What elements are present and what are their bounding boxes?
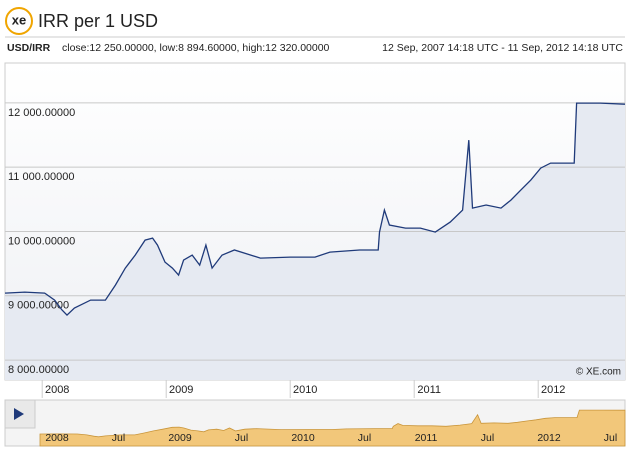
navigator-label: Jul xyxy=(481,432,494,444)
y-tick-label: 8 000.00000 xyxy=(8,364,69,376)
logo: xe xyxy=(12,12,26,27)
title: IRR per 1 USD xyxy=(38,11,158,31)
summary: close:12 250.00000, low:8 894.60000, hig… xyxy=(62,42,330,54)
plot: 8 000.00000 9 000.00000 10 000.00000 11 000… xyxy=(4,102,626,398)
x-tick-label: 2008 xyxy=(45,384,69,396)
navigator-label: 2012 xyxy=(537,432,561,444)
y-tick-label: 10 000.00000 xyxy=(8,235,75,247)
navigator-label: Jul xyxy=(112,432,125,444)
navigator-label: Jul xyxy=(358,432,371,444)
pair: USD/IRR xyxy=(7,42,51,54)
navigator-label: 2010 xyxy=(291,432,315,444)
x-tick-label: 2010 xyxy=(293,384,317,396)
play-icon xyxy=(14,408,24,420)
annotation: © XE.com xyxy=(576,367,621,378)
navigator-content: 2008 Jul 2009 Jul 2010 Jul 2011 Jul 2012 Jul xyxy=(39,409,626,447)
logo-ring xyxy=(5,7,33,35)
x-tick-label: 2009 xyxy=(169,384,193,396)
y-tick-label: 9 000.00000 xyxy=(8,300,69,312)
navigator-label: Jul xyxy=(604,432,617,444)
x-tick-label: 2012 xyxy=(541,384,565,396)
navigator-area xyxy=(39,409,626,447)
navigator-label: Jul xyxy=(235,432,248,444)
y-tick-label: 11 000.00000 xyxy=(8,171,74,183)
date-range: 12 Sep, 2007 14:18 UTC - 11 Sep, 2012 14… xyxy=(382,42,623,54)
navigator-label: 2011 xyxy=(415,432,438,444)
line xyxy=(4,102,626,317)
navigator-label: 2009 xyxy=(168,432,192,444)
navigator-label: 2008 xyxy=(45,432,69,444)
x-tick-label: 2011 xyxy=(417,384,441,396)
y-tick-label: 12 000.00000 xyxy=(8,107,75,119)
